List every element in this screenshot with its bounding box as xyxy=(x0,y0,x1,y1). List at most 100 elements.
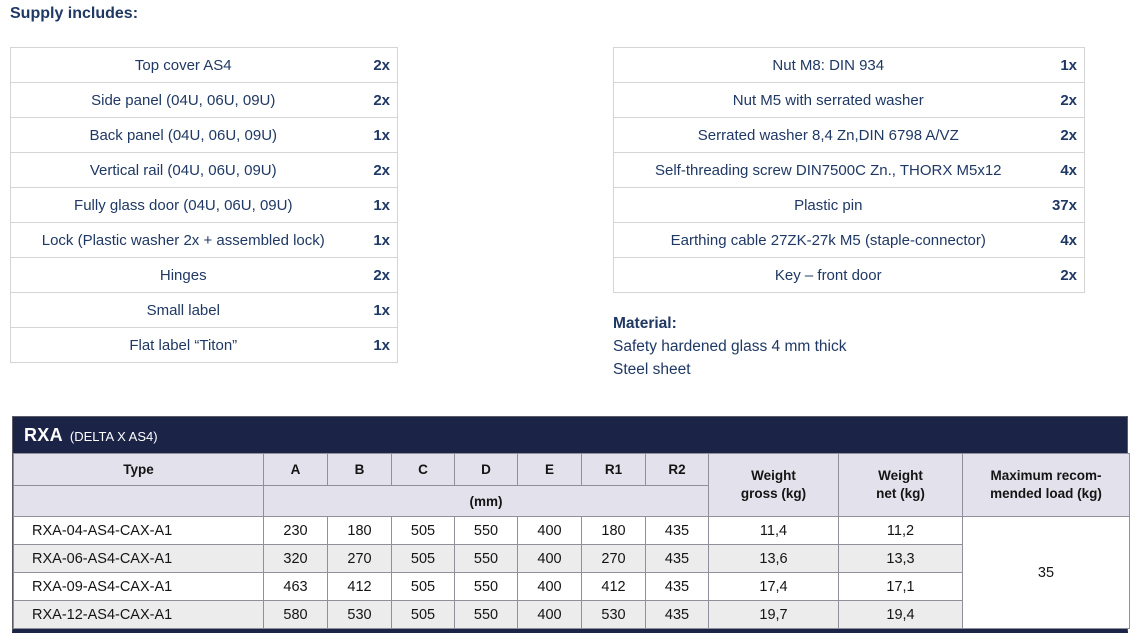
cell-weight-net: 11,2 xyxy=(838,516,963,545)
rxa-title: RXA xyxy=(24,424,63,445)
cell-r1: 270 xyxy=(581,544,646,573)
part-qty: 1x xyxy=(355,117,398,153)
table-row: Flat label “Titon” 1x xyxy=(10,327,398,363)
part-name: Top cover AS4 xyxy=(10,47,356,83)
table-row: Nut M8: DIN 934 1x xyxy=(613,47,1085,83)
cell-d: 550 xyxy=(454,600,518,629)
cell-b: 270 xyxy=(327,544,392,573)
table-row: Hinges 2x xyxy=(10,257,398,293)
cell-weight-gross: 19,7 xyxy=(708,600,839,629)
cell-b: 180 xyxy=(327,516,392,545)
cell-e: 400 xyxy=(517,544,582,573)
cell-weight-gross: 17,4 xyxy=(708,572,839,601)
part-name: Key – front door xyxy=(613,257,1043,293)
material-line: Steel sheet xyxy=(613,361,691,378)
unit-label: (mm) xyxy=(263,485,709,517)
table-row: Small label 1x xyxy=(10,292,398,328)
part-name: Flat label “Titon” xyxy=(10,327,356,363)
cell-weight-net: 17,1 xyxy=(838,572,963,601)
cell-a: 320 xyxy=(263,544,328,573)
cell-r2: 435 xyxy=(645,544,709,573)
part-qty: 2x xyxy=(1042,82,1085,118)
col-header-max-load: Maximum recom- mended load (kg) xyxy=(962,453,1130,517)
part-qty: 37x xyxy=(1042,187,1085,223)
part-name: Vertical rail (04U, 06U, 09U) xyxy=(10,152,356,188)
rxa-spec-table-container: RXA (DELTA X AS4) Type A B C D E R1 R2 W… xyxy=(12,416,1130,633)
cell-a: 463 xyxy=(263,572,328,601)
cell-e: 400 xyxy=(517,516,582,545)
part-qty: 1x xyxy=(355,222,398,258)
part-name: Hinges xyxy=(10,257,356,293)
part-name: Fully glass door (04U, 06U, 09U) xyxy=(10,187,356,223)
part-name: Serrated washer 8,4 Zn,DIN 6798 A/VZ xyxy=(613,117,1043,153)
cell-type: RXA-04-AS4-CAX-A1 xyxy=(13,516,264,545)
table-row: Plastic pin 37x xyxy=(613,187,1085,223)
cell-r2: 435 xyxy=(645,600,709,629)
table-row: Key – front door 2x xyxy=(613,257,1085,293)
part-name: Self-threading screw DIN7500C Zn., THORX… xyxy=(613,152,1043,188)
material-line: Safety hardened glass 4 mm thick xyxy=(613,338,847,355)
col-header-weight-gross: Weight gross (kg) xyxy=(708,453,839,517)
col-header-e: E xyxy=(517,453,582,486)
cell-d: 550 xyxy=(454,544,518,573)
cell-max-load: 35 xyxy=(962,516,1130,629)
rxa-subtitle: (DELTA X AS4) xyxy=(69,428,158,444)
table-row: Side panel (04U, 06U, 09U) 2x xyxy=(10,82,398,118)
part-qty: 2x xyxy=(1042,257,1085,293)
cell-r2: 435 xyxy=(645,516,709,545)
col-header-r1: R1 xyxy=(581,453,646,486)
table-row: Vertical rail (04U, 06U, 09U) 2x xyxy=(10,152,398,188)
part-qty: 1x xyxy=(355,187,398,223)
table-row: RXA-09-AS4-CAX-A1 463 412 505 550 400 41… xyxy=(13,572,1130,601)
cell-r1: 180 xyxy=(581,516,646,545)
part-qty: 1x xyxy=(355,292,398,328)
table-row: RXA-04-AS4-CAX-A1 230 180 505 550 400 18… xyxy=(13,516,1130,629)
part-qty: 1x xyxy=(355,327,398,363)
cell-b: 530 xyxy=(327,600,392,629)
cell-c: 505 xyxy=(391,572,455,601)
cell-c: 505 xyxy=(391,600,455,629)
table-row: RXA-06-AS4-CAX-A1 320 270 505 550 400 27… xyxy=(13,544,1130,573)
header-row: Type A B C D E R1 R2 Weight gross (kg) W… xyxy=(13,453,1130,517)
part-name: Nut M8: DIN 934 xyxy=(613,47,1043,83)
material-heading: Material: xyxy=(613,315,677,332)
part-name: Earthing cable 27ZK-27k M5 (staple-conne… xyxy=(613,222,1043,258)
col-header-b: B xyxy=(327,453,392,486)
table-row: Back panel (04U, 06U, 09U) 1x xyxy=(10,117,398,153)
cell-d: 550 xyxy=(454,516,518,545)
rxa-title-band: RXA (DELTA X AS4) xyxy=(13,417,1127,453)
part-qty: 2x xyxy=(355,152,398,188)
table-row: RXA-12-AS4-CAX-A1 580 530 505 550 400 53… xyxy=(13,600,1130,629)
col-header-c: C xyxy=(391,453,455,486)
supply-includes-heading: Supply includes: xyxy=(10,5,139,22)
cell-weight-net: 13,3 xyxy=(838,544,963,573)
col-header-a: A xyxy=(263,453,328,486)
supply-table-left: Top cover AS4 2x Side panel (04U, 06U, 09… xyxy=(10,47,398,363)
cell-type: RXA-12-AS4-CAX-A1 xyxy=(13,600,264,629)
table-row: Serrated washer 8,4 Zn,DIN 6798 A/VZ 2x xyxy=(613,117,1085,153)
table-row: Lock (Plastic washer 2x + assembled lock… xyxy=(10,222,398,258)
cell-b: 412 xyxy=(327,572,392,601)
supply-parts-table-left: Top cover AS4 2x Side panel (04U, 06U, 09… xyxy=(10,47,398,363)
table-row: Nut M5 with serrated washer 2x xyxy=(613,82,1085,118)
cell-c: 505 xyxy=(391,544,455,573)
cell-weight-net: 19,4 xyxy=(838,600,963,629)
part-qty: 2x xyxy=(355,82,398,118)
cell-r1: 412 xyxy=(581,572,646,601)
cell-e: 400 xyxy=(517,600,582,629)
col-header-weight-net: Weight net (kg) xyxy=(838,453,963,517)
col-header-d: D xyxy=(454,453,518,486)
cell-e: 400 xyxy=(517,572,582,601)
cell-r2: 435 xyxy=(645,572,709,601)
rxa-spec-table: Type A B C D E R1 R2 Weight gross (kg) W… xyxy=(13,453,1130,629)
cell-type: RXA-09-AS4-CAX-A1 xyxy=(13,572,264,601)
col-header-r2: R2 xyxy=(645,453,709,486)
table-row: Top cover AS4 2x xyxy=(10,47,398,83)
table-row: Self-threading screw DIN7500C Zn., THORX… xyxy=(613,152,1085,188)
material-section: Material: Safety hardened glass 4 mm thi… xyxy=(613,312,846,381)
part-name: Back panel (04U, 06U, 09U) xyxy=(10,117,356,153)
part-qty: 4x xyxy=(1042,152,1085,188)
cell-weight-gross: 11,4 xyxy=(708,516,839,545)
cell-weight-gross: 13,6 xyxy=(708,544,839,573)
cell-c: 505 xyxy=(391,516,455,545)
